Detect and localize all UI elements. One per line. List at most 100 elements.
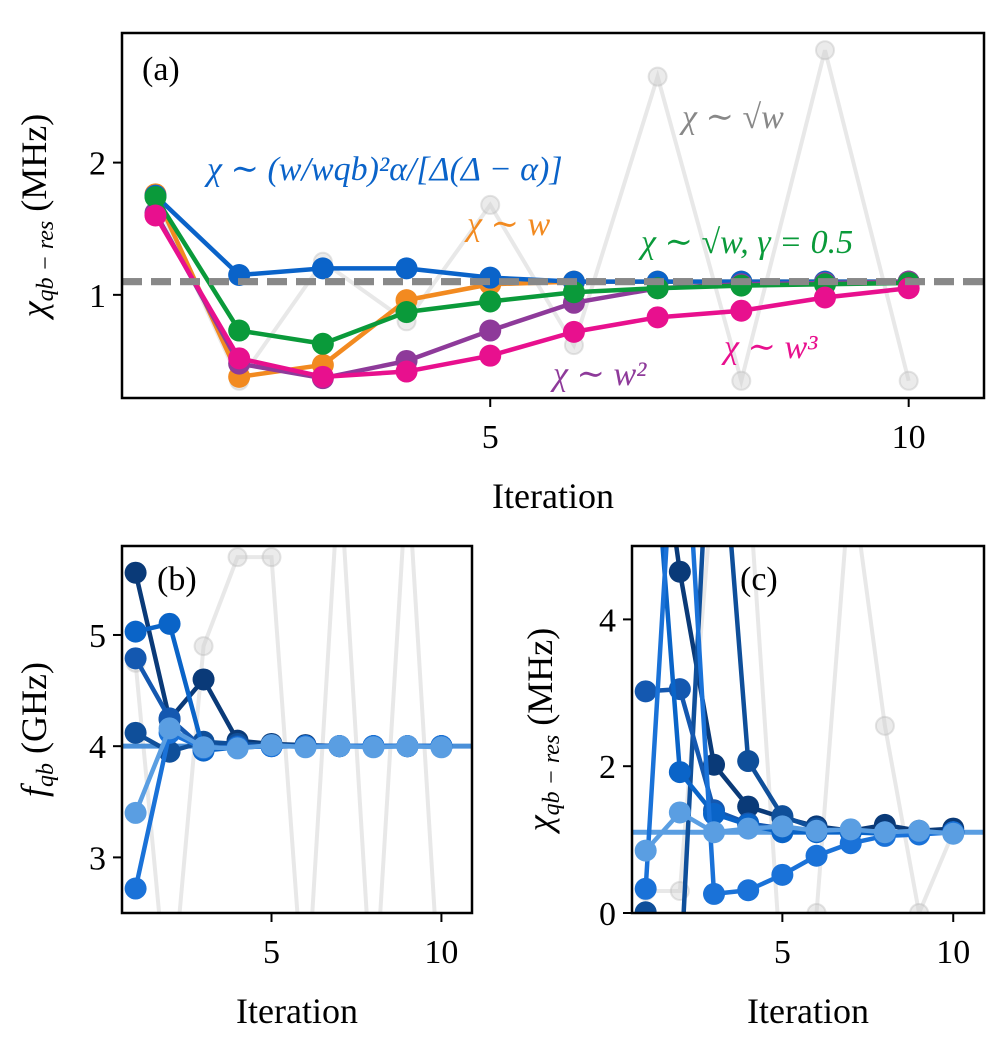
- y-axis-label-sub: qb − res: [539, 735, 565, 816]
- background-point: [909, 903, 930, 913]
- data-point: [805, 844, 828, 867]
- x-tick-label: 10: [936, 934, 970, 971]
- data-point: [124, 561, 147, 584]
- panel-b: 5 10 3 4 5 Iteration fqb (GHz) (b): [14, 459, 474, 1033]
- data-point: [124, 877, 147, 900]
- background-point: [705, 464, 723, 482]
- plot-area: [122, 40, 984, 391]
- data-point: [124, 647, 147, 670]
- background-point: [898, 370, 919, 391]
- y-axis-label-main: χ: [520, 814, 560, 834]
- panel-label: (b): [157, 561, 197, 598]
- data-point: [311, 332, 334, 355]
- background-point: [227, 547, 248, 568]
- y-axis-label: χqb − res (MHz): [14, 114, 59, 320]
- data-point: [634, 901, 657, 913]
- plot-area: [122, 459, 472, 1033]
- background-point: [330, 459, 348, 477]
- data-point: [839, 818, 862, 841]
- background-point: [814, 40, 835, 61]
- data-point: [124, 801, 147, 824]
- y-tick-label: 5: [89, 618, 106, 655]
- series-line: [153, 195, 909, 347]
- x-axis-label: Iteration: [492, 476, 614, 516]
- axes-frame: [120, 31, 986, 400]
- annotation: χ ∼ w²: [550, 356, 647, 393]
- y-axis-label-sub: qb: [33, 763, 59, 787]
- data-point: [730, 274, 753, 297]
- data-point: [634, 839, 657, 862]
- x-tick-label: 10: [892, 419, 926, 456]
- data-point: [771, 863, 794, 886]
- series-line: [133, 726, 442, 814]
- data-point: [737, 795, 760, 818]
- series-line: [643, 546, 954, 897]
- annotation: χ ∼ w³: [721, 329, 818, 366]
- x-tick-label: 5: [263, 934, 280, 971]
- data-point: [942, 822, 965, 845]
- data-point: [124, 620, 147, 643]
- x-tick-label: 5: [774, 934, 791, 971]
- data-point: [479, 344, 502, 367]
- background-point: [731, 370, 752, 391]
- data-point: [479, 290, 502, 313]
- background-point: [739, 464, 757, 482]
- y-tick-label: 1: [89, 278, 106, 315]
- annotation: χ ∼ (w/wqb)²α/[Δ(Δ − α)]: [204, 151, 563, 188]
- x-axis-label: Iteration: [747, 991, 869, 1031]
- y-axis-label-unit: (GHz): [14, 662, 54, 763]
- y-axis-label: fqb (GHz): [14, 662, 59, 797]
- y-tick-label: 0: [599, 896, 616, 933]
- background-point: [842, 464, 860, 482]
- background-point: [161, 1015, 179, 1033]
- data-point: [703, 821, 726, 844]
- data-point: [328, 735, 351, 758]
- data-point: [226, 737, 249, 760]
- data-point: [228, 347, 251, 370]
- data-point: [668, 801, 691, 824]
- y-axis-label-unit: (MHz): [520, 628, 560, 735]
- axes-frame: [120, 544, 474, 915]
- data-point: [395, 301, 418, 324]
- data-point: [395, 360, 418, 383]
- data-point: [395, 257, 418, 280]
- data-point: [562, 320, 585, 343]
- x-tick-label: 10: [424, 934, 458, 971]
- data-point: [192, 668, 215, 691]
- background-point: [193, 636, 214, 657]
- panel-label: (c): [740, 561, 778, 598]
- series-6: [634, 801, 965, 862]
- x-axis-label: Iteration: [236, 991, 358, 1031]
- data-point: [144, 204, 167, 227]
- y-axis-label-main: χ: [14, 300, 54, 320]
- background-line: [153, 49, 911, 389]
- data-point: [479, 319, 502, 342]
- panel-c: 5 10 0 2 4 Iteration χqb − res (MHz) (c): [520, 464, 986, 1031]
- data-point: [124, 721, 147, 744]
- data-point: [362, 736, 385, 759]
- y-tick-label: 2: [89, 146, 106, 183]
- data-point: [669, 975, 691, 997]
- background-point: [261, 547, 282, 568]
- data-point: [144, 185, 167, 208]
- data-point: [479, 266, 502, 289]
- data-point: [192, 736, 215, 759]
- data-point: [260, 734, 283, 757]
- data-point: [730, 299, 753, 322]
- data-point: [634, 877, 657, 900]
- data-point: [158, 717, 181, 740]
- background-point: [432, 1015, 450, 1033]
- background-point: [398, 459, 416, 477]
- data-point: [562, 281, 585, 304]
- annotation: χ ∼ w: [464, 206, 550, 243]
- y-axis-label-unit: (MHz): [14, 114, 54, 221]
- y-axis-label: χqb − res (MHz): [520, 628, 565, 834]
- series-line: [643, 810, 954, 853]
- data-point: [430, 736, 453, 759]
- panel-label: (a): [142, 51, 180, 88]
- data-point: [668, 560, 691, 583]
- background-point: [480, 194, 501, 215]
- data-point: [294, 736, 317, 759]
- y-tick-label: 3: [89, 840, 106, 877]
